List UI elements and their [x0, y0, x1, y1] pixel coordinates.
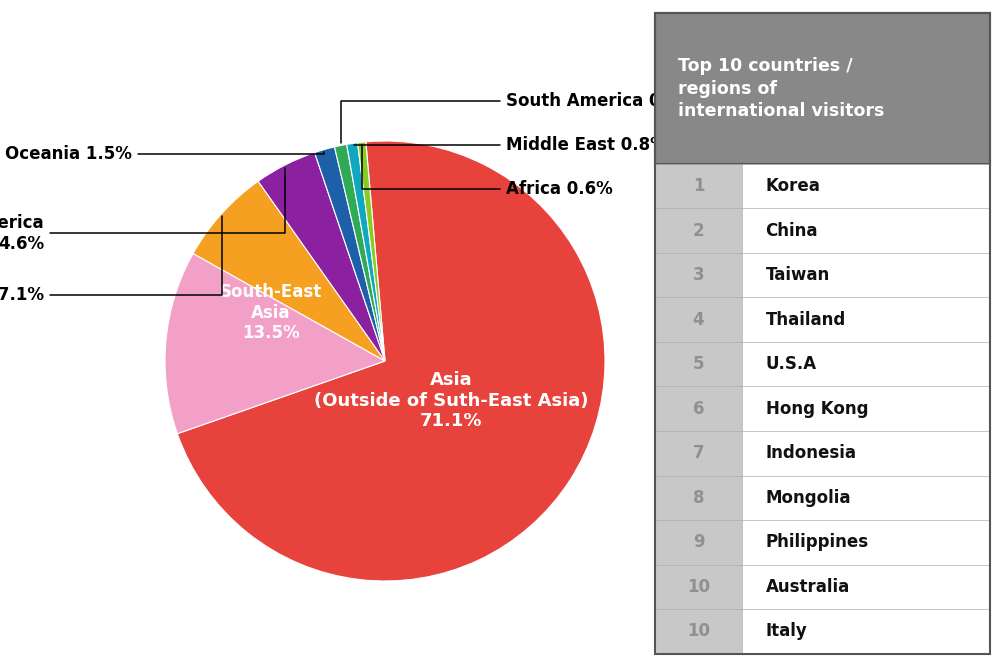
FancyBboxPatch shape: [655, 609, 742, 654]
Text: Asia
(Outside of Suth-East Asia)
71.1%: Asia (Outside of Suth-East Asia) 71.1%: [314, 371, 588, 430]
Wedge shape: [315, 147, 385, 361]
Text: 2: 2: [693, 221, 704, 239]
FancyBboxPatch shape: [742, 164, 990, 208]
Wedge shape: [177, 141, 605, 581]
FancyBboxPatch shape: [655, 164, 742, 208]
FancyBboxPatch shape: [742, 564, 990, 609]
FancyBboxPatch shape: [742, 609, 990, 654]
FancyBboxPatch shape: [655, 520, 742, 564]
Text: 1: 1: [693, 177, 704, 195]
Text: Hong Kong: Hong Kong: [766, 400, 868, 418]
Text: South-East
Asia
13.5%: South-East Asia 13.5%: [219, 283, 322, 342]
Wedge shape: [358, 142, 385, 361]
Text: 9: 9: [693, 534, 704, 552]
Text: North America
4.6%: North America 4.6%: [0, 167, 285, 253]
Text: 8: 8: [693, 489, 704, 507]
FancyBboxPatch shape: [655, 564, 742, 609]
Text: 6: 6: [693, 400, 704, 418]
Wedge shape: [165, 253, 385, 434]
Wedge shape: [334, 144, 385, 361]
Text: Middle East 0.8%: Middle East 0.8%: [354, 136, 667, 154]
Text: Korea: Korea: [766, 177, 820, 195]
Text: China: China: [766, 221, 818, 239]
Text: Philippines: Philippines: [766, 534, 869, 552]
Text: Italy: Italy: [766, 622, 807, 640]
FancyBboxPatch shape: [742, 342, 990, 386]
FancyBboxPatch shape: [742, 297, 990, 342]
FancyBboxPatch shape: [655, 476, 742, 520]
Text: 7: 7: [693, 444, 704, 462]
Text: 10: 10: [687, 622, 710, 640]
FancyBboxPatch shape: [655, 431, 742, 476]
Text: Taiwan: Taiwan: [766, 266, 830, 284]
FancyBboxPatch shape: [655, 386, 742, 431]
FancyBboxPatch shape: [742, 431, 990, 476]
Text: South America 0.9%: South America 0.9%: [341, 93, 695, 143]
Text: Mongolia: Mongolia: [766, 489, 851, 507]
FancyBboxPatch shape: [655, 342, 742, 386]
FancyBboxPatch shape: [655, 13, 990, 164]
Text: 10: 10: [687, 578, 710, 596]
Wedge shape: [193, 181, 385, 361]
FancyBboxPatch shape: [742, 386, 990, 431]
Text: Australia: Australia: [766, 578, 850, 596]
Text: Europe 7.1%: Europe 7.1%: [0, 217, 222, 304]
Text: Oceania 1.5%: Oceania 1.5%: [5, 145, 324, 163]
FancyBboxPatch shape: [742, 208, 990, 253]
FancyBboxPatch shape: [742, 253, 990, 297]
Text: 3: 3: [693, 266, 704, 284]
Wedge shape: [258, 153, 385, 361]
Wedge shape: [347, 143, 385, 361]
Text: U.S.A: U.S.A: [766, 356, 817, 374]
Text: Thailand: Thailand: [766, 311, 846, 329]
FancyBboxPatch shape: [742, 476, 990, 520]
FancyBboxPatch shape: [655, 208, 742, 253]
Text: 5: 5: [693, 356, 704, 374]
Text: 4: 4: [693, 311, 704, 329]
FancyBboxPatch shape: [655, 297, 742, 342]
Text: Africa 0.6%: Africa 0.6%: [362, 145, 613, 198]
FancyBboxPatch shape: [655, 253, 742, 297]
Text: Indonesia: Indonesia: [766, 444, 857, 462]
Text: Top 10 countries /
regions of
international visitors: Top 10 countries / regions of internatio…: [678, 57, 885, 120]
FancyBboxPatch shape: [742, 520, 990, 564]
